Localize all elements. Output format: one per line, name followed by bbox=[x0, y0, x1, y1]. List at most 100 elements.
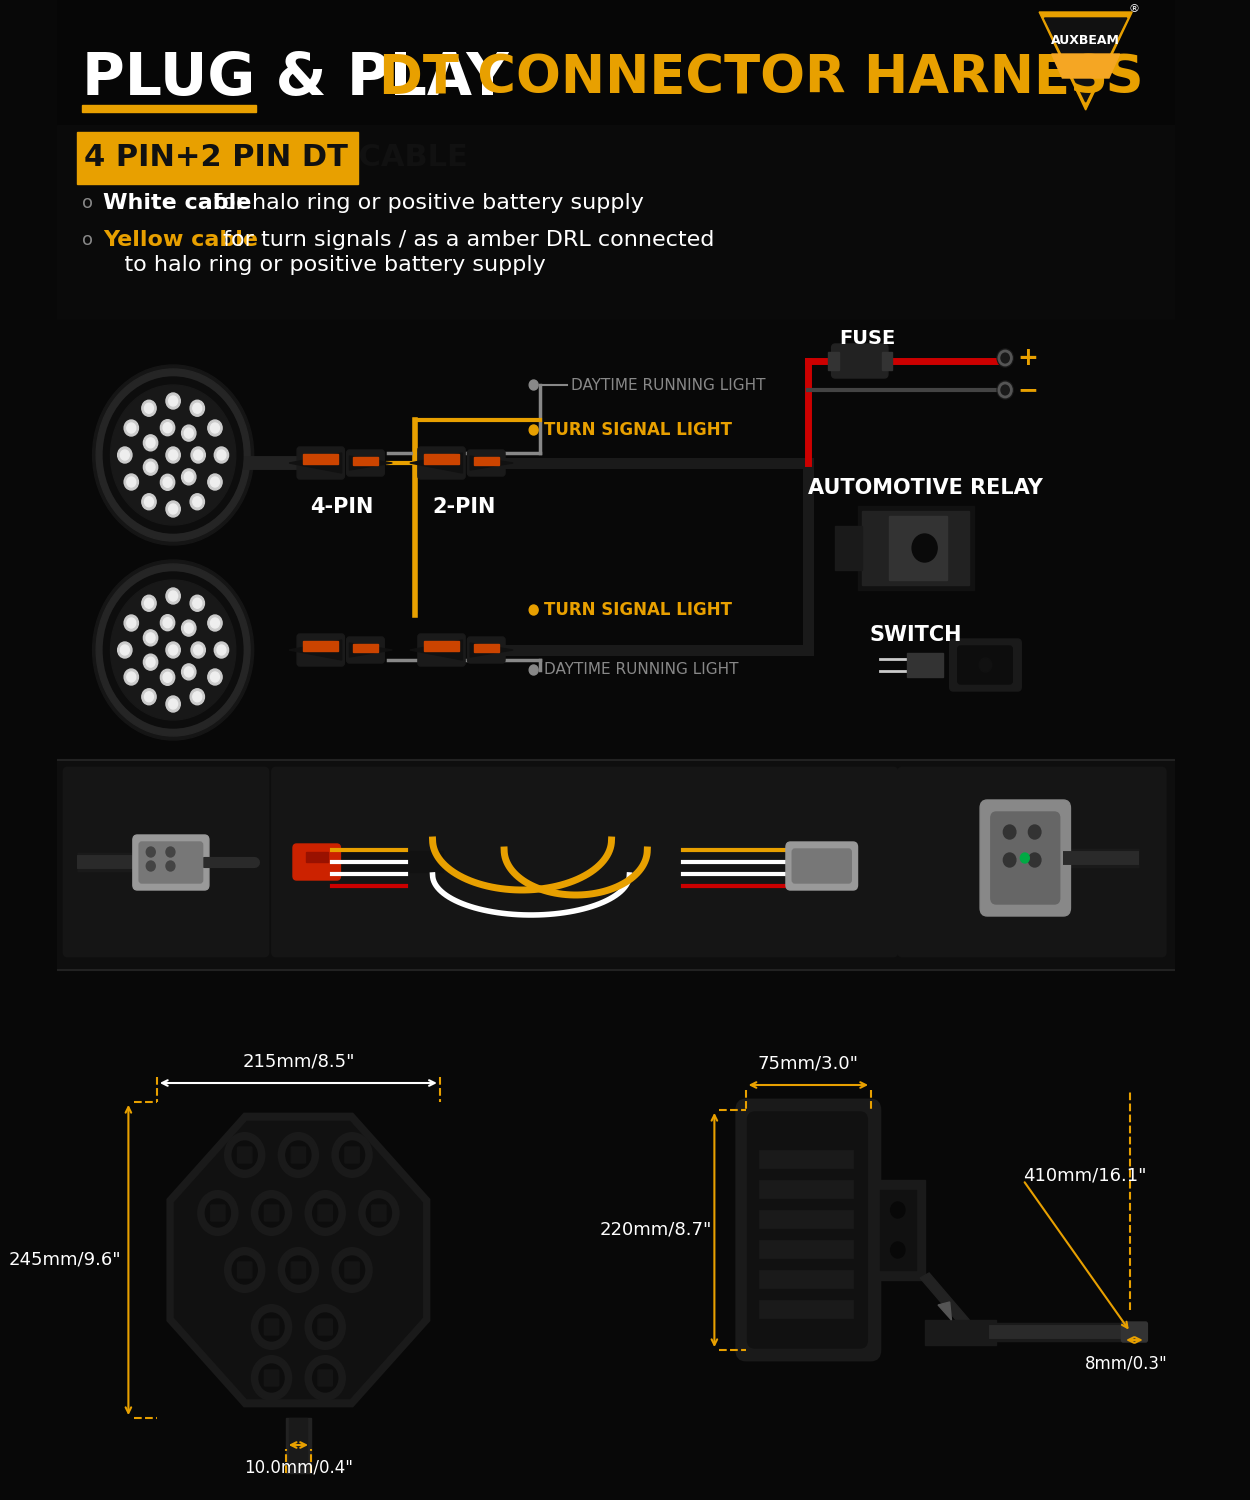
Circle shape bbox=[359, 1191, 399, 1234]
Circle shape bbox=[166, 393, 180, 410]
Circle shape bbox=[312, 1198, 338, 1227]
Circle shape bbox=[340, 1142, 365, 1168]
Circle shape bbox=[92, 364, 254, 544]
Text: DAYTIME RUNNING LIGHT: DAYTIME RUNNING LIGHT bbox=[571, 378, 766, 393]
Bar bbox=[424, 640, 459, 651]
FancyBboxPatch shape bbox=[1121, 1322, 1148, 1342]
FancyBboxPatch shape bbox=[345, 1148, 359, 1162]
Circle shape bbox=[1029, 853, 1041, 867]
FancyBboxPatch shape bbox=[371, 1204, 386, 1221]
Circle shape bbox=[169, 645, 177, 656]
Circle shape bbox=[210, 423, 220, 433]
Circle shape bbox=[891, 1242, 905, 1258]
Circle shape bbox=[141, 688, 156, 705]
Circle shape bbox=[104, 376, 242, 532]
Circle shape bbox=[169, 504, 177, 515]
Circle shape bbox=[145, 496, 154, 507]
Circle shape bbox=[181, 620, 196, 636]
FancyBboxPatch shape bbox=[291, 1262, 305, 1278]
Text: 8mm/0.3": 8mm/0.3" bbox=[1085, 1354, 1168, 1372]
Circle shape bbox=[160, 420, 175, 435]
Bar bbox=[424, 454, 459, 465]
Polygon shape bbox=[349, 456, 392, 470]
Circle shape bbox=[251, 1305, 291, 1348]
Circle shape bbox=[169, 396, 177, 406]
Circle shape bbox=[1029, 825, 1041, 839]
Circle shape bbox=[208, 474, 222, 490]
Circle shape bbox=[279, 1132, 318, 1178]
Circle shape bbox=[192, 496, 201, 507]
Circle shape bbox=[251, 1191, 291, 1234]
Circle shape bbox=[192, 692, 201, 702]
FancyBboxPatch shape bbox=[980, 800, 1070, 916]
Bar bbox=[889, 516, 948, 580]
FancyBboxPatch shape bbox=[792, 849, 851, 883]
FancyBboxPatch shape bbox=[468, 450, 505, 476]
FancyBboxPatch shape bbox=[831, 344, 887, 378]
FancyBboxPatch shape bbox=[991, 812, 1060, 904]
Circle shape bbox=[126, 423, 136, 433]
FancyBboxPatch shape bbox=[345, 1262, 359, 1278]
FancyBboxPatch shape bbox=[139, 842, 202, 884]
Circle shape bbox=[190, 596, 205, 610]
Circle shape bbox=[366, 1198, 391, 1227]
Circle shape bbox=[120, 450, 129, 460]
Circle shape bbox=[166, 588, 180, 604]
Circle shape bbox=[162, 618, 172, 627]
Circle shape bbox=[205, 1198, 230, 1227]
Circle shape bbox=[124, 420, 139, 436]
Circle shape bbox=[162, 477, 172, 488]
Circle shape bbox=[92, 560, 254, 740]
FancyBboxPatch shape bbox=[318, 1318, 332, 1335]
FancyBboxPatch shape bbox=[468, 638, 505, 663]
FancyBboxPatch shape bbox=[132, 836, 209, 890]
Text: DAYTIME RUNNING LIGHT: DAYTIME RUNNING LIGHT bbox=[545, 663, 739, 678]
Circle shape bbox=[210, 477, 220, 488]
Circle shape bbox=[166, 501, 180, 518]
Circle shape bbox=[146, 462, 155, 472]
Circle shape bbox=[181, 424, 196, 441]
Circle shape bbox=[891, 1202, 905, 1218]
Circle shape bbox=[166, 861, 175, 871]
Bar bbox=[862, 512, 969, 585]
FancyBboxPatch shape bbox=[298, 634, 344, 666]
Polygon shape bbox=[410, 453, 462, 472]
Circle shape bbox=[144, 435, 158, 451]
Polygon shape bbox=[938, 1302, 951, 1320]
Text: Yellow cable: Yellow cable bbox=[104, 230, 259, 251]
Text: DT CONNECTOR HARNESS: DT CONNECTOR HARNESS bbox=[379, 53, 1144, 104]
FancyBboxPatch shape bbox=[238, 1148, 251, 1162]
Bar bbox=[56, 970, 1175, 1500]
Circle shape bbox=[169, 591, 177, 602]
Circle shape bbox=[181, 470, 196, 484]
Circle shape bbox=[286, 1256, 311, 1284]
Circle shape bbox=[332, 1248, 371, 1292]
Bar bbox=[759, 1150, 853, 1168]
Circle shape bbox=[126, 618, 136, 628]
Bar bbox=[56, 124, 1175, 320]
FancyBboxPatch shape bbox=[748, 1112, 868, 1348]
Circle shape bbox=[166, 642, 180, 658]
Circle shape bbox=[194, 645, 202, 656]
Circle shape bbox=[191, 447, 205, 464]
Polygon shape bbox=[410, 640, 462, 660]
Text: 245mm/9.6": 245mm/9.6" bbox=[9, 1251, 121, 1269]
Polygon shape bbox=[470, 644, 512, 657]
FancyBboxPatch shape bbox=[418, 634, 465, 666]
Circle shape bbox=[210, 618, 220, 628]
Text: SWITCH: SWITCH bbox=[869, 626, 961, 645]
Circle shape bbox=[305, 1305, 345, 1348]
Circle shape bbox=[1004, 825, 1016, 839]
Text: o: o bbox=[81, 194, 92, 211]
Circle shape bbox=[146, 633, 155, 644]
FancyBboxPatch shape bbox=[265, 1204, 279, 1221]
Text: White cable: White cable bbox=[104, 194, 251, 213]
Circle shape bbox=[126, 672, 136, 682]
Polygon shape bbox=[920, 1274, 969, 1324]
Text: AUXBEAM: AUXBEAM bbox=[1051, 33, 1120, 46]
Circle shape bbox=[225, 1248, 265, 1292]
Circle shape bbox=[184, 622, 194, 633]
Text: −: − bbox=[1017, 378, 1039, 402]
Text: 4 PIN+2 PIN DT CABLE: 4 PIN+2 PIN DT CABLE bbox=[84, 144, 468, 172]
Circle shape bbox=[312, 1364, 338, 1392]
